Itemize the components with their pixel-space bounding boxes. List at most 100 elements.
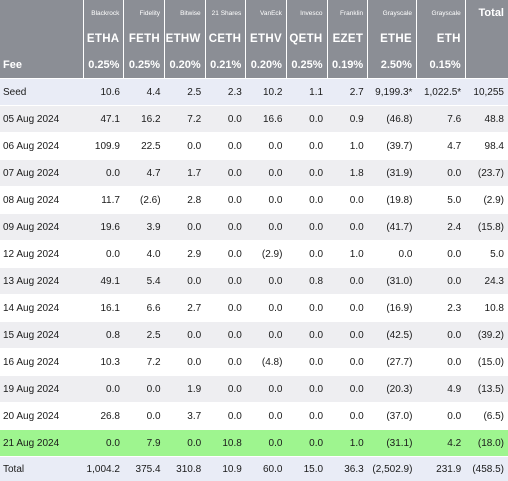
flow-cell: 7.2	[124, 349, 165, 376]
flow-cell: 2.5	[165, 79, 206, 106]
flow-cell: 0.0	[83, 376, 124, 403]
flow-cell: (41.7)	[368, 214, 417, 241]
flow-cell: 16.1	[83, 295, 124, 322]
flow-cell: 3.9	[124, 214, 165, 241]
flow-cell: 1.0	[327, 430, 368, 457]
row-total-cell: (2.9)	[465, 187, 508, 214]
flow-cell: 0.0	[205, 349, 246, 376]
flow-cell: 0.0	[327, 268, 368, 295]
row-total-cell: (13.5)	[465, 376, 508, 403]
flow-cell: 0.0	[286, 430, 327, 457]
flow-cell: 10.8	[205, 430, 246, 457]
fee-value: 0.25%	[286, 52, 327, 79]
flow-cell: 0.0	[286, 214, 327, 241]
total-column-header: Total	[465, 0, 508, 26]
flow-cell: 0.0	[165, 268, 206, 295]
ticker-label: FETH	[124, 26, 165, 52]
row-label: 08 Aug 2024	[0, 187, 83, 214]
flow-cell: (46.8)	[368, 106, 417, 133]
flow-cell: 49.1	[83, 268, 124, 295]
row-total-cell: (6.5)	[465, 403, 508, 430]
flow-cell: 4.2	[416, 430, 465, 457]
ticker-label: ETHV	[246, 26, 287, 52]
flow-cell: 0.0	[205, 403, 246, 430]
flow-cell: 4.7	[124, 160, 165, 187]
flow-cell: 0.0	[327, 322, 368, 349]
ticker-header-row: ETHA FETH ETHW CETH ETHV QETH EZET ETHE …	[0, 26, 508, 52]
row-total-cell: (15.8)	[465, 214, 508, 241]
flow-cell: (37.0)	[368, 403, 417, 430]
flow-cell: (16.9)	[368, 295, 417, 322]
flow-cell: 0.0	[205, 241, 246, 268]
ticker-label: ETH	[416, 26, 465, 52]
flow-cell: 10.3	[83, 349, 124, 376]
flow-cell: 0.0	[246, 214, 287, 241]
flow-cell: 0.0	[205, 376, 246, 403]
flow-cell: 0.0	[327, 187, 368, 214]
row-label: 21 Aug 2024	[0, 430, 83, 457]
ticker-label: CETH	[205, 26, 246, 52]
flow-cell: 0.0	[246, 295, 287, 322]
flow-cell: 0.0	[416, 349, 465, 376]
flow-cell: 11.7	[83, 187, 124, 214]
flow-cell: 0.0	[246, 322, 287, 349]
flow-cell: 0.0	[286, 295, 327, 322]
row-total-cell: 98.4	[465, 133, 508, 160]
flow-cell: 10.6	[83, 79, 124, 106]
flow-cell: (31.1)	[368, 430, 417, 457]
flow-cell: (27.7)	[368, 349, 417, 376]
flow-cell: 0.0	[165, 133, 206, 160]
row-label: Total	[0, 457, 83, 481]
fee-value: 0.21%	[205, 52, 246, 79]
flow-cell: 2.9	[165, 241, 206, 268]
flow-cell: 0.0	[124, 376, 165, 403]
flow-cell: 0.0	[327, 403, 368, 430]
flow-cell: 10.2	[246, 79, 287, 106]
issuer-name: 21 Shares	[205, 0, 246, 26]
flow-cell: 0.0	[416, 160, 465, 187]
issuer-name: Bitwise	[165, 0, 206, 26]
flow-cell: 0.0	[205, 214, 246, 241]
flow-cell: 0.0	[327, 349, 368, 376]
row-total-cell: (39.2)	[465, 322, 508, 349]
ticker-label: EZET	[327, 26, 368, 52]
flow-cell: 4.7	[416, 133, 465, 160]
flow-cell: 310.8	[165, 457, 206, 481]
issuer-name: Blackrock	[83, 0, 124, 26]
fee-value: 0.25%	[83, 52, 124, 79]
row-label: 16 Aug 2024	[0, 349, 83, 376]
flow-cell: 0.0	[83, 160, 124, 187]
flow-cell: 0.0	[286, 106, 327, 133]
fee-label: Fee	[0, 52, 83, 79]
flow-cell: 7.2	[165, 106, 206, 133]
flow-cell: 0.0	[286, 133, 327, 160]
flow-cell: 0.0	[246, 133, 287, 160]
row-label: 20 Aug 2024	[0, 403, 83, 430]
flow-cell: 16.6	[246, 106, 287, 133]
header-corner	[0, 0, 83, 26]
issuer-header-row: Blackrock Fidelity Bitwise 21 Shares Van…	[0, 0, 508, 26]
row-total-cell: 48.8	[465, 106, 508, 133]
flow-cell: 3.7	[165, 403, 206, 430]
flow-cell: 0.0	[205, 160, 246, 187]
row-label: 07 Aug 2024	[0, 160, 83, 187]
row-total-cell: 5.0	[465, 241, 508, 268]
row-label: 09 Aug 2024	[0, 214, 83, 241]
flow-cell: (2.9)	[246, 241, 287, 268]
flow-cell: 0.0	[286, 403, 327, 430]
flow-cell: 2.7	[327, 79, 368, 106]
flow-cell: 4.9	[416, 376, 465, 403]
ticker-label: ETHA	[83, 26, 124, 52]
row-label: 05 Aug 2024	[0, 106, 83, 133]
flow-cell: 0.0	[165, 322, 206, 349]
row-total-cell: (23.7)	[465, 160, 508, 187]
flow-cell: 9,199.3*	[368, 79, 417, 106]
flow-cell: 1,022.5*	[416, 79, 465, 106]
